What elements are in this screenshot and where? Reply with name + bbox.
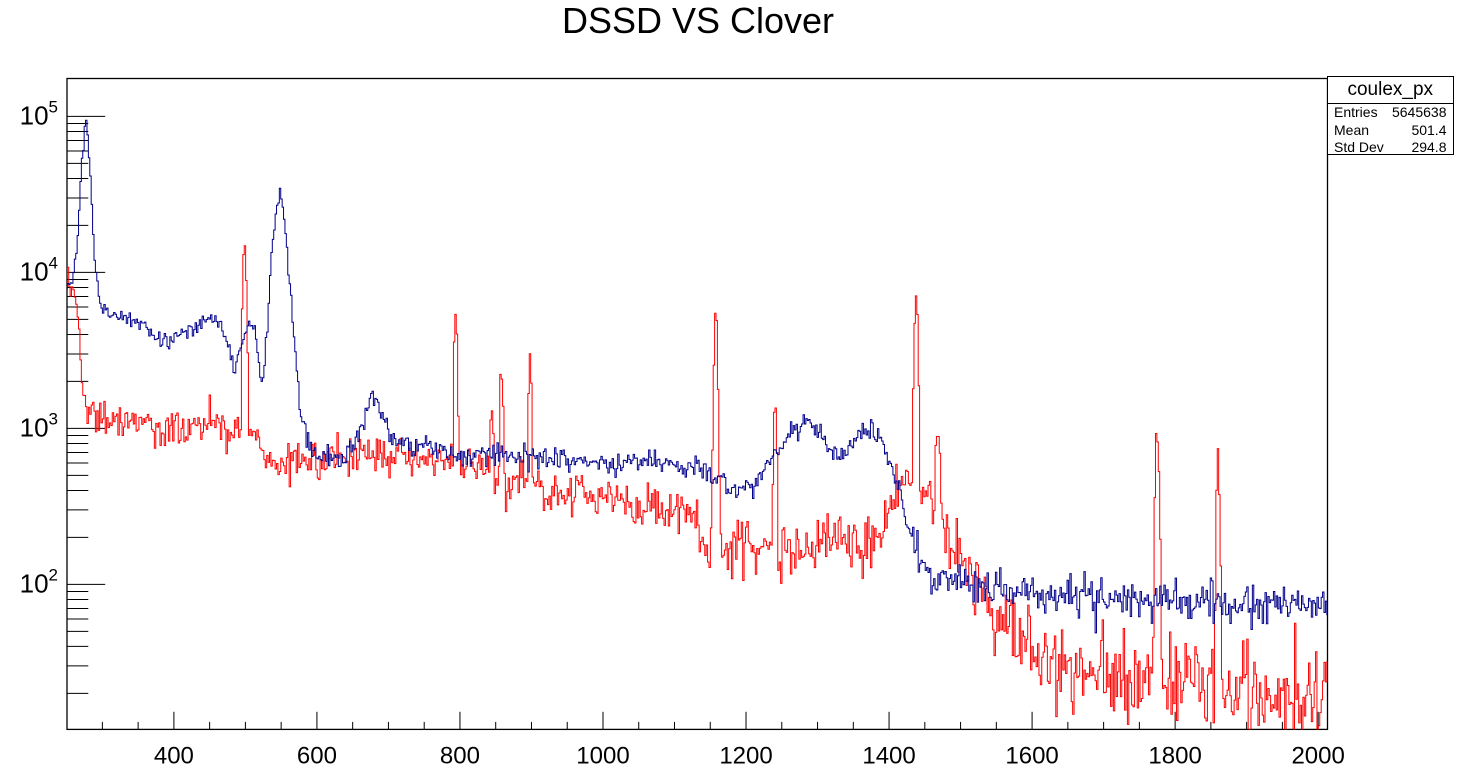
- svg-text:400: 400: [154, 742, 194, 769]
- svg-text:104: 104: [20, 253, 58, 286]
- svg-text:600: 600: [297, 742, 337, 769]
- svg-text:1400: 1400: [862, 742, 915, 769]
- svg-text:1200: 1200: [719, 742, 772, 769]
- svg-text:103: 103: [20, 409, 58, 442]
- svg-text:1600: 1600: [1005, 742, 1058, 769]
- svg-text:1800: 1800: [1148, 742, 1201, 769]
- svg-text:2000: 2000: [1291, 742, 1344, 769]
- svg-text:102: 102: [20, 565, 58, 598]
- svg-text:105: 105: [20, 97, 58, 130]
- svg-text:1000: 1000: [576, 742, 629, 769]
- svg-text:800: 800: [440, 742, 480, 769]
